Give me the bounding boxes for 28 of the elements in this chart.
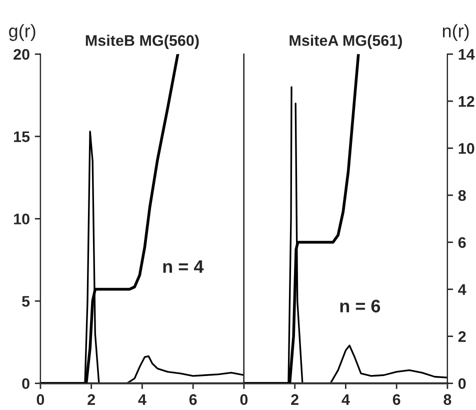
y2-tick-label: 8 bbox=[458, 190, 466, 201]
y2-tick-label: 0 bbox=[458, 378, 466, 390]
y-tick-label: 15 bbox=[14, 131, 30, 142]
y2-tick-label: 10 bbox=[458, 143, 474, 154]
y-tick-label: 10 bbox=[14, 214, 30, 224]
y-tick-label: 20 bbox=[14, 48, 30, 60]
y2-tick-label: 4 bbox=[458, 284, 466, 295]
x-tick-label: 2 bbox=[291, 394, 298, 405]
y2-tick-label: 2 bbox=[458, 331, 466, 342]
chart-title: MsiteB MG(560) bbox=[86, 34, 199, 49]
y2-tick-label: 6 bbox=[458, 237, 466, 248]
x-tick-label: 0 bbox=[36, 394, 44, 405]
x-tick-label: 8 bbox=[444, 394, 452, 405]
annotation: n = 4 bbox=[163, 260, 204, 273]
x-tick-label: 6 bbox=[392, 394, 400, 405]
y-tick-label: 0 bbox=[22, 378, 30, 390]
y2-tick-label: 14 bbox=[458, 49, 475, 60]
y-axis-title: g(r) bbox=[9, 24, 36, 41]
chart-title: MsiteA MG(561) bbox=[290, 34, 402, 49]
x-tick-label: 6 bbox=[189, 394, 197, 405]
y2-axis-title: n(r) bbox=[442, 24, 469, 41]
annotation: n = 6 bbox=[340, 300, 380, 312]
y-tick-label: 5 bbox=[22, 296, 30, 307]
x-tick-label: 4 bbox=[138, 394, 146, 405]
x-tick-label: 2 bbox=[88, 394, 95, 405]
x-tick-label: 4 bbox=[342, 394, 350, 405]
y2-tick-label: 12 bbox=[458, 96, 474, 107]
x-tick-label: 0 bbox=[240, 394, 248, 405]
